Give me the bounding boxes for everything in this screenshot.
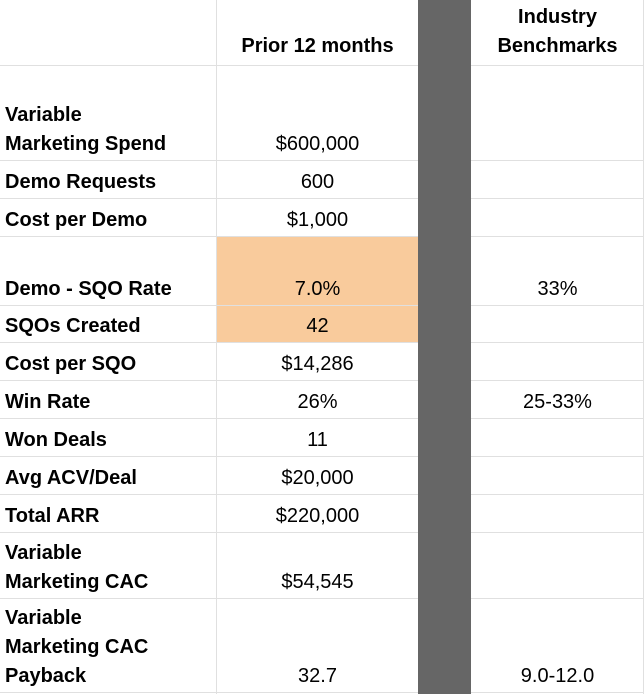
gridline xyxy=(0,236,644,237)
gridline xyxy=(0,418,644,419)
cell-value: 32.7 xyxy=(298,665,337,687)
header-industry-benchmarks: Industry Benchmarks xyxy=(471,0,644,65)
cell-value: 33% xyxy=(537,278,578,300)
gridline xyxy=(0,456,644,457)
label-line: Marketing CAC xyxy=(5,636,149,658)
row-label-avg-acv-deal: Avg ACV/Deal xyxy=(5,456,215,494)
row-label-cost-per-demo: Cost per Demo xyxy=(5,198,215,236)
cell-value: $1,000 xyxy=(286,209,349,231)
row-label-cost-per-sqo: Cost per SQO xyxy=(5,342,215,380)
divider-column xyxy=(418,0,471,694)
label-line: Marketing CAC xyxy=(5,571,149,593)
gridline xyxy=(0,494,644,495)
row-label-total-arr: Total ARR xyxy=(5,494,215,532)
gridline xyxy=(0,692,644,693)
cell-value: 42 xyxy=(306,315,329,337)
highlight-sqos-created xyxy=(217,305,418,342)
label-line: Total ARR xyxy=(5,505,100,527)
gridline xyxy=(0,198,644,199)
header-prior-label: Prior 12 months xyxy=(241,35,394,57)
value-cost-per-demo: $1,000 xyxy=(217,198,418,236)
label-line: Variable xyxy=(5,607,82,629)
value-avg-acv-deal: $20,000 xyxy=(217,456,418,494)
label-line: Cost per Demo xyxy=(5,209,148,231)
benchmark-win-rate: 25-33% xyxy=(471,380,644,418)
row-label-demo-sqo-rate: Demo - SQO Rate xyxy=(5,236,215,305)
cell-value: 600 xyxy=(300,171,335,193)
benchmark-variable-marketing-cac-payback: 9.0-12.0 xyxy=(471,598,644,692)
value-variable-marketing-cac: $54,545 xyxy=(217,532,418,598)
label-line: Won Deals xyxy=(5,429,107,451)
gridline xyxy=(0,65,644,66)
value-cost-per-sqo: $14,286 xyxy=(217,342,418,380)
row-label-variable-marketing-cac-payback: Variable Marketing CAC Payback xyxy=(5,598,215,692)
gridline xyxy=(0,598,644,599)
row-label-win-rate: Win Rate xyxy=(5,380,215,418)
value-sqos-created: 42 xyxy=(217,305,418,342)
cell-value: 11 xyxy=(307,429,328,451)
value-total-arr: $220,000 xyxy=(217,494,418,532)
cell-value: 9.0-12.0 xyxy=(520,665,595,687)
highlight-demo-sqo-rate xyxy=(217,237,418,305)
gridline xyxy=(216,0,217,694)
label-line: Avg ACV/Deal xyxy=(5,467,137,489)
label-line: Variable xyxy=(5,104,82,126)
row-label-variable-marketing-spend: Variable Marketing Spend xyxy=(5,65,215,160)
label-line: Cost per SQO xyxy=(5,353,137,375)
value-variable-marketing-spend: $600,000 xyxy=(217,65,418,160)
row-label-sqos-created: SQOs Created xyxy=(5,305,215,342)
gridline xyxy=(0,160,644,161)
cell-value: $600,000 xyxy=(275,133,360,155)
gridline xyxy=(0,305,644,306)
value-demo-requests: 600 xyxy=(217,160,418,198)
gridline xyxy=(0,532,644,533)
benchmark-demo-sqo-rate: 33% xyxy=(471,236,644,305)
row-label-variable-marketing-cac: Variable Marketing CAC xyxy=(5,532,215,598)
value-won-deals: 11 xyxy=(217,418,418,456)
row-label-won-deals: Won Deals xyxy=(5,418,215,456)
cell-value: 7.0% xyxy=(294,278,341,300)
header-prior-12-months: Prior 12 months xyxy=(217,0,418,65)
label-line: Win Rate xyxy=(5,391,91,413)
cell-value: $20,000 xyxy=(281,467,354,489)
gridline xyxy=(0,380,644,381)
value-demo-sqo-rate: 7.0% xyxy=(217,236,418,305)
value-win-rate: 26% xyxy=(217,380,418,418)
cell-value: 26% xyxy=(297,391,338,413)
cell-value: 25-33% xyxy=(523,391,592,413)
cell-value: $14,286 xyxy=(281,353,354,375)
cell-value: $220,000 xyxy=(275,505,360,527)
header-bench-line2: Benchmarks xyxy=(497,35,618,57)
header-bench-line1: Industry xyxy=(518,6,597,28)
label-line: Payback xyxy=(5,665,87,687)
label-line: SQOs Created xyxy=(5,315,141,337)
gridline xyxy=(0,342,644,343)
row-label-demo-requests: Demo Requests xyxy=(5,160,215,198)
label-line: Demo - SQO Rate xyxy=(5,278,172,300)
label-line: Marketing Spend xyxy=(5,133,167,155)
cell-value: $54,545 xyxy=(281,571,354,593)
value-variable-marketing-cac-payback: 32.7 xyxy=(217,598,418,692)
label-line: Demo Requests xyxy=(5,171,157,193)
label-line: Variable xyxy=(5,542,82,564)
